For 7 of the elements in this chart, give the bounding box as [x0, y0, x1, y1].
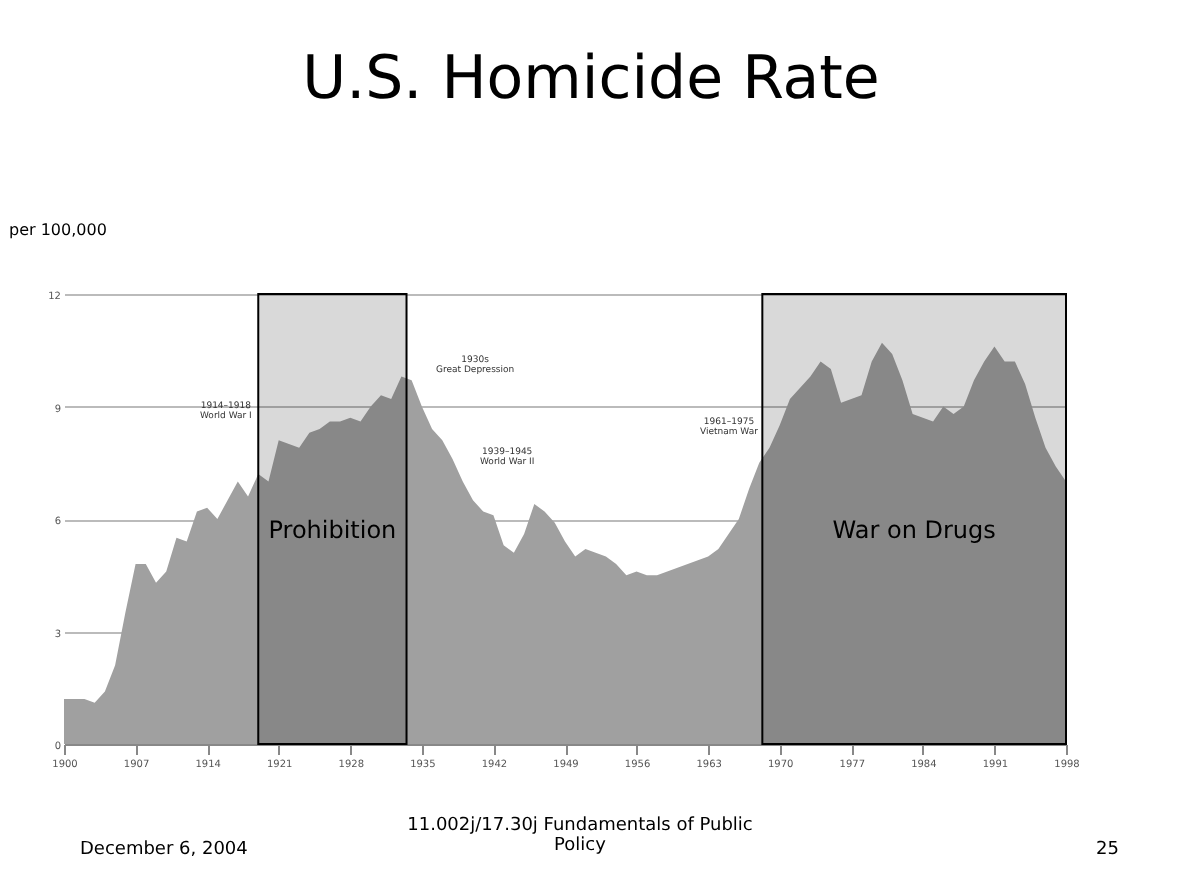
band-label: War on Drugs	[832, 516, 996, 544]
text: 11.002j/17.30j Fundamentals of Public Policy	[405, 816, 755, 856]
chart-title: U.S. Homicide Rate	[300, 44, 882, 114]
y-axis-title: per 100,000	[9, 221, 107, 239]
text: December 6, 2004	[80, 840, 248, 860]
text: 25	[1096, 840, 1119, 860]
band-label: Prohibition	[268, 516, 397, 544]
